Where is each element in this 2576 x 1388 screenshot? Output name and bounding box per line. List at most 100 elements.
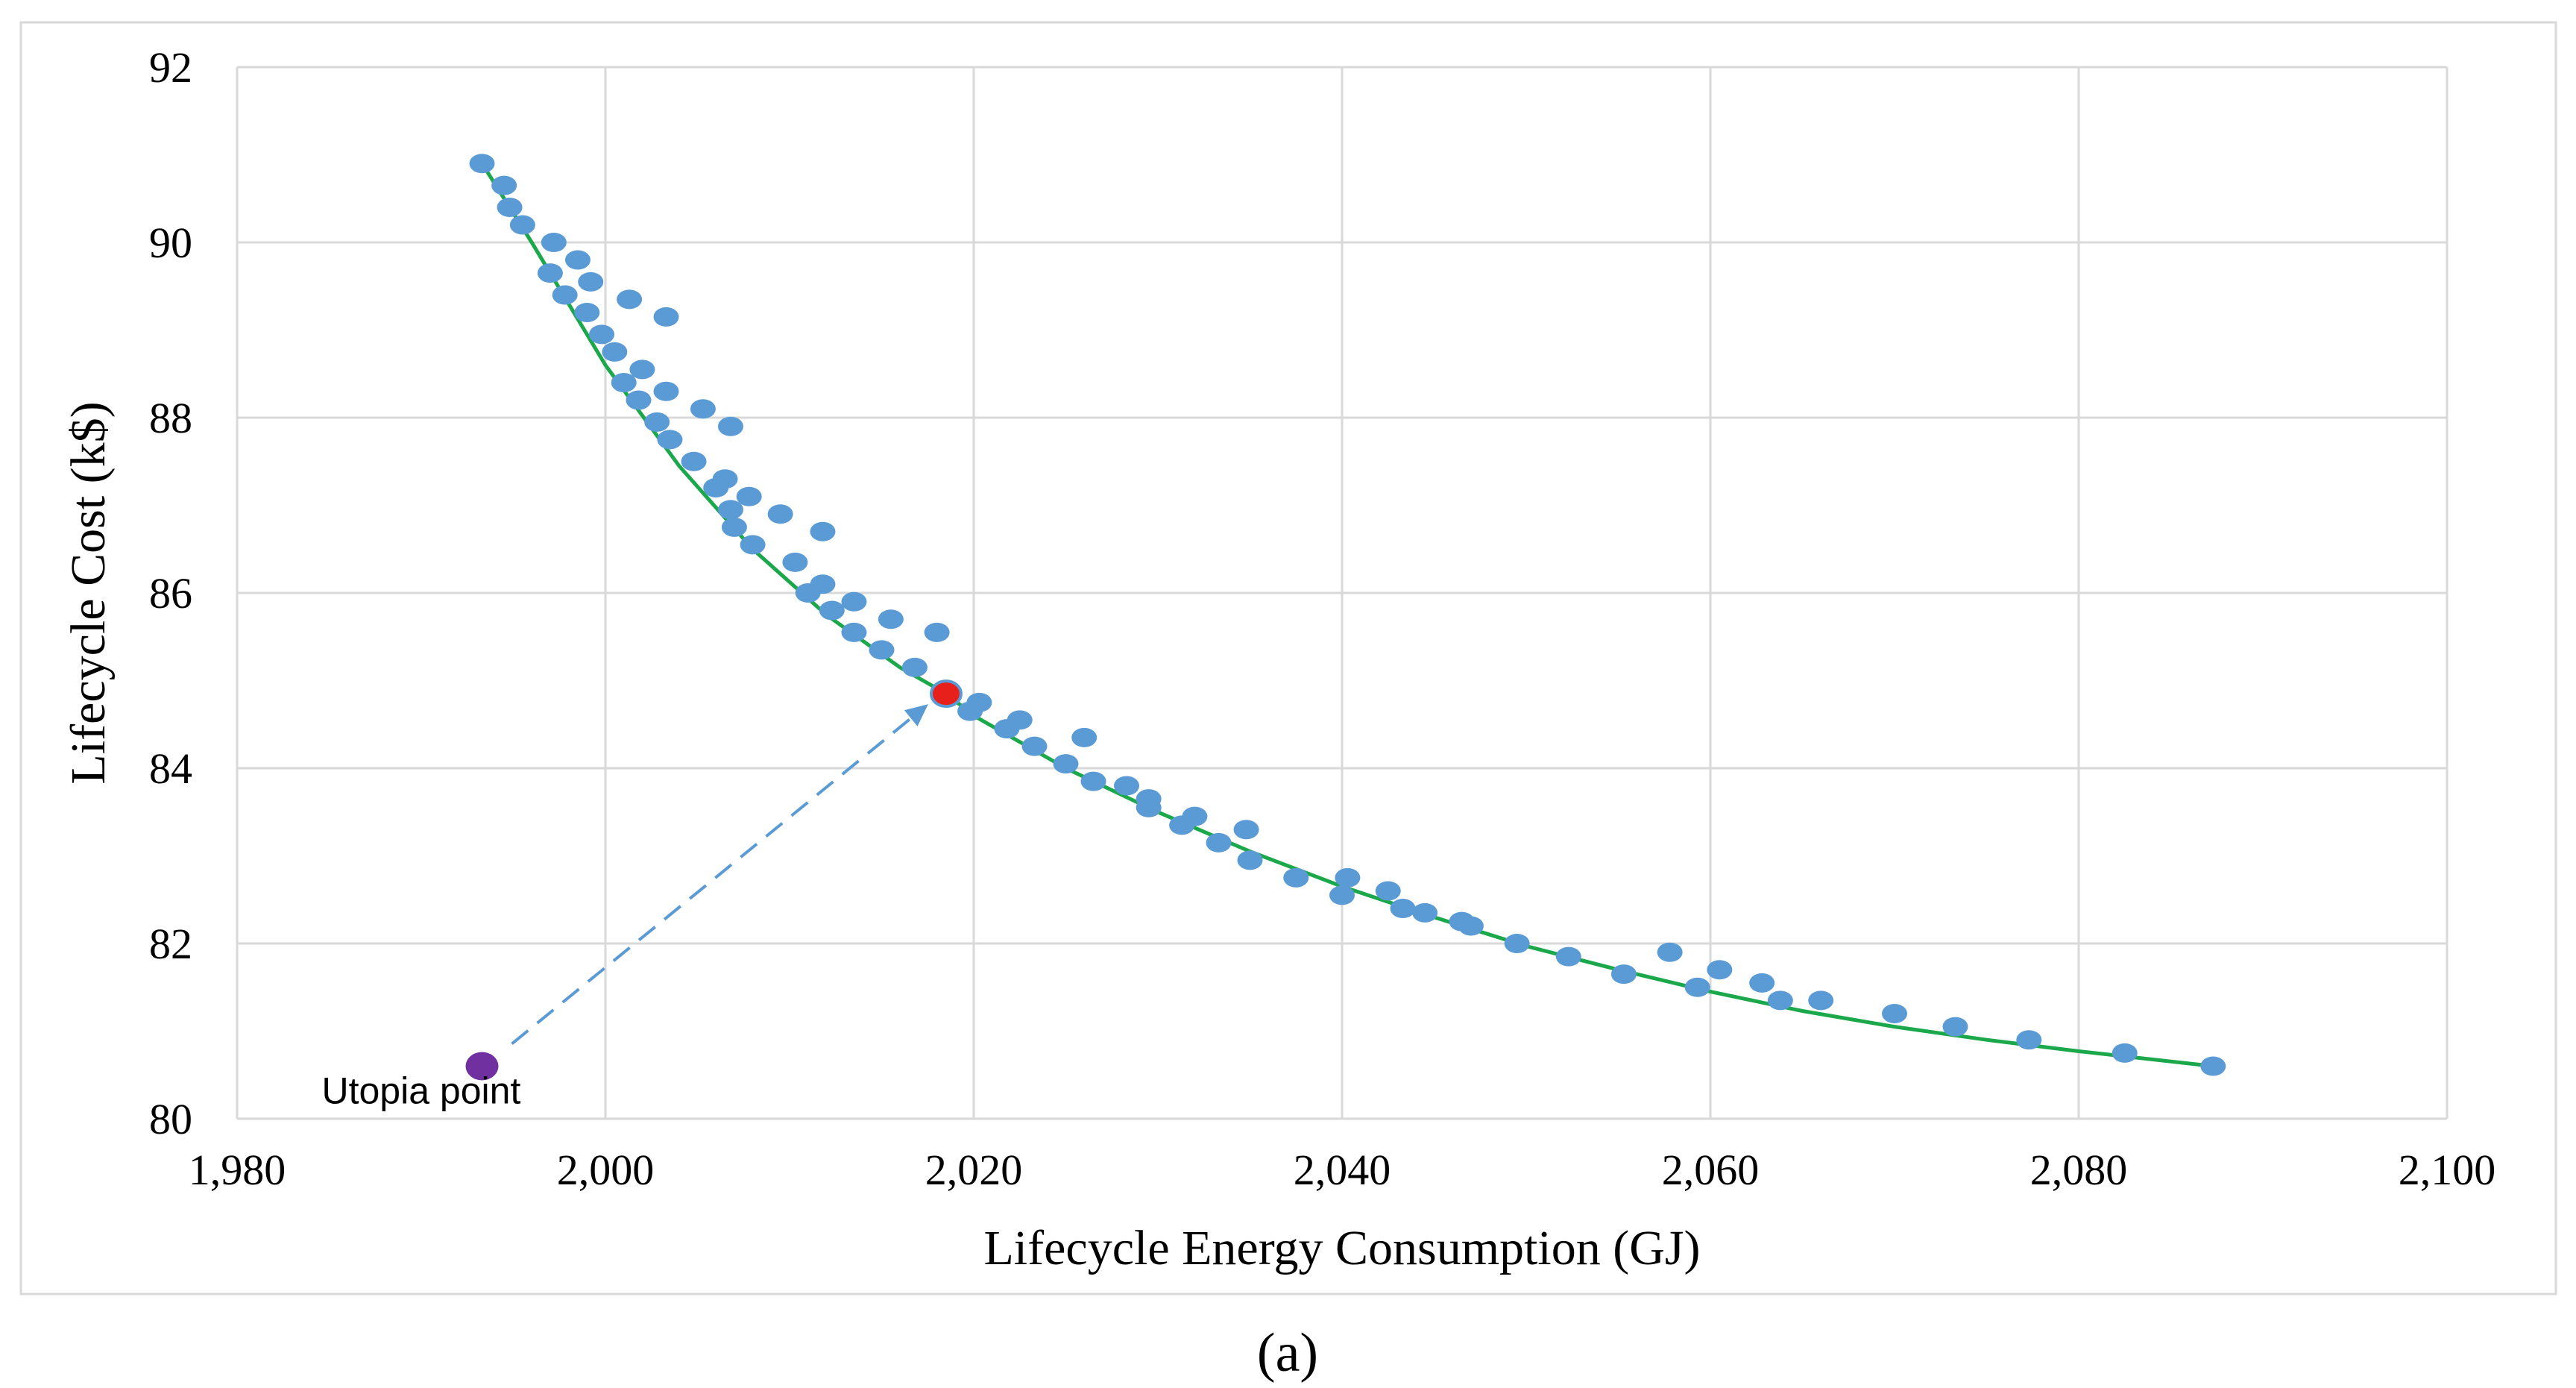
- data-point: [810, 521, 836, 541]
- data-point: [819, 600, 845, 621]
- data-point: [1458, 916, 1484, 936]
- data-point: [589, 324, 615, 345]
- chart-frame: [19, 21, 2557, 1296]
- x-tick-label: 2,000: [557, 1146, 655, 1194]
- selected-solution-point: [929, 679, 963, 709]
- x-tick-label: 1,980: [189, 1146, 286, 1194]
- arrowhead: [904, 704, 928, 726]
- data-point: [736, 486, 762, 506]
- data-point: [574, 303, 600, 322]
- data-point: [653, 381, 679, 401]
- utopia-point-marker: [465, 1052, 499, 1081]
- data-point: [721, 517, 747, 537]
- data-point: [2200, 1056, 2226, 1076]
- data-point: [1808, 990, 1834, 1011]
- data-point: [657, 430, 683, 450]
- data-point: [681, 451, 707, 471]
- data-point: [541, 233, 567, 252]
- data-point: [994, 719, 1020, 739]
- data-point: [1707, 960, 1733, 980]
- data-point: [767, 504, 793, 524]
- tick-labels: 1,980 2,000 2,020 2,040 2,060 2,080 2,100 80 82 8…: [149, 43, 2495, 1194]
- data-point: [1237, 850, 1263, 870]
- data-point: [703, 478, 729, 497]
- x-axis-title: Lifecycle Energy Consumption (GJ): [983, 1221, 1700, 1275]
- data-point: [1053, 754, 1079, 774]
- data-point: [1882, 1004, 1907, 1023]
- data-point: [1329, 885, 1355, 905]
- data-point: [957, 701, 983, 721]
- data-point: [1942, 1017, 1968, 1037]
- data-point: [1080, 771, 1106, 791]
- data-point: [1657, 942, 1683, 962]
- solution-points: [469, 154, 2226, 1076]
- data-point: [869, 640, 895, 660]
- data-point: [740, 535, 766, 555]
- data-point: [578, 271, 604, 292]
- data-point: [717, 500, 743, 520]
- data-point: [509, 215, 535, 235]
- y-tick-label: 86: [149, 569, 192, 618]
- data-point: [491, 175, 517, 195]
- data-point: [1375, 881, 1401, 901]
- arrow-utopia-to-selected: [511, 717, 912, 1046]
- data-point: [1555, 946, 1581, 967]
- data-point: [497, 198, 523, 217]
- data-point: [564, 250, 591, 270]
- x-tick-label: 2,040: [1294, 1146, 1391, 1194]
- x-tick-label: 2,080: [2030, 1146, 2128, 1194]
- data-point: [629, 359, 655, 380]
- data-point: [878, 609, 904, 629]
- y-axis-title: Lifecycle Cost (k$): [61, 401, 116, 784]
- data-point: [469, 154, 495, 174]
- data-point: [537, 263, 563, 283]
- data-point: [2016, 1030, 2042, 1050]
- data-point: [1071, 727, 1098, 747]
- data-point: [1684, 977, 1710, 997]
- data-point: [1136, 797, 1162, 817]
- x-tick-label: 2,100: [2399, 1146, 2496, 1194]
- data-point: [924, 622, 950, 642]
- y-tick-label: 88: [149, 394, 192, 442]
- data-point: [1233, 820, 1259, 840]
- data-point: [795, 583, 821, 603]
- data-point: [1283, 867, 1309, 888]
- data-point: [690, 399, 716, 419]
- data-point: [1206, 832, 1232, 852]
- data-point: [1169, 815, 1195, 835]
- data-point: [1021, 736, 1048, 756]
- data-point: [653, 307, 679, 327]
- data-point: [901, 657, 928, 677]
- x-tick-label: 2,020: [925, 1146, 1023, 1194]
- y-tick-label: 80: [149, 1095, 192, 1143]
- y-tick-label: 82: [149, 920, 192, 968]
- data-point: [1504, 934, 1530, 953]
- gridlines: [236, 66, 2449, 1120]
- data-point: [617, 289, 643, 310]
- y-tick-label: 84: [149, 744, 192, 793]
- utopia-point-label: Utopia point: [322, 1070, 521, 1112]
- data-point: [1412, 902, 1438, 923]
- data-point: [841, 622, 867, 642]
- y-tick-label: 92: [149, 43, 192, 92]
- pareto-frontier-curve: [480, 162, 2214, 1068]
- data-point: [1749, 973, 1775, 993]
- x-tick-label: 2,060: [1662, 1146, 1760, 1194]
- figure-caption: (a): [1257, 1322, 1318, 1384]
- data-point: [1767, 990, 1793, 1011]
- data-point: [782, 552, 808, 572]
- data-point: [644, 412, 670, 432]
- data-point: [717, 416, 743, 436]
- data-point: [1610, 964, 1637, 985]
- data-point: [552, 285, 578, 305]
- data-point: [602, 342, 628, 362]
- data-point: [841, 591, 867, 612]
- data-point: [1335, 867, 1361, 888]
- y-tick-label: 90: [149, 219, 192, 267]
- data-point: [1390, 899, 1416, 918]
- data-point: [1114, 776, 1140, 796]
- data-point: [611, 373, 637, 392]
- data-point: [2111, 1043, 2138, 1063]
- data-point: [626, 390, 652, 410]
